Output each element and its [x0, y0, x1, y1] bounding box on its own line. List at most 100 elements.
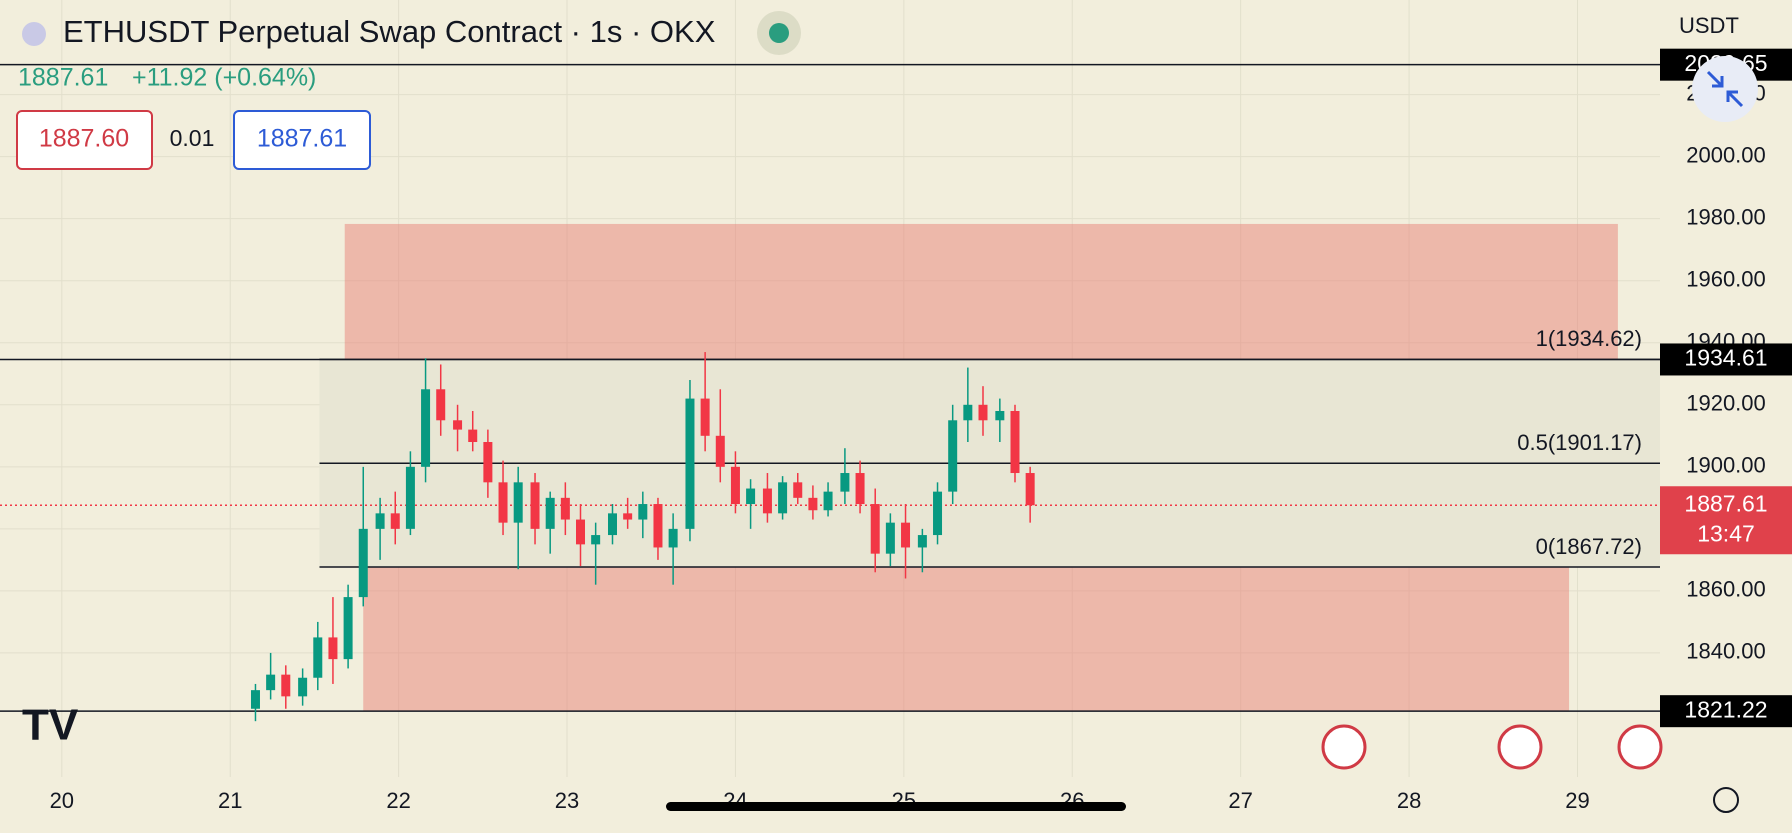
candle-body	[560, 497, 570, 520]
candle-body	[715, 435, 725, 467]
candle-body	[1010, 410, 1020, 474]
candle-body	[608, 513, 618, 536]
candle-body	[298, 677, 308, 697]
candle-body	[328, 637, 338, 660]
candle-body	[870, 504, 880, 554]
candle-body	[313, 637, 323, 678]
price-tag-label: 1887.61	[1684, 490, 1767, 516]
candle-body	[266, 674, 276, 691]
candle-body	[685, 398, 695, 529]
candle-body	[343, 597, 353, 660]
candle-body	[700, 398, 710, 436]
candle-body	[762, 488, 772, 514]
y-tick-label: 2000.00	[1686, 142, 1766, 167]
candle-body	[468, 429, 478, 443]
y-tick-label: 1860.00	[1686, 577, 1766, 602]
x-tick-label: 23	[555, 788, 579, 813]
spread: 0.01	[170, 125, 215, 151]
collapse-button[interactable]	[1692, 56, 1758, 122]
candle-body	[995, 410, 1005, 421]
overlay: ETHUSDT Perpetual Swap Contract · 1s · O…	[16, 11, 1758, 813]
candle-body	[576, 519, 586, 545]
candle-body	[948, 420, 958, 492]
price-tag-label: 1821.22	[1684, 696, 1767, 722]
countdown: 13:47	[1697, 520, 1755, 546]
logo: TV	[22, 701, 79, 750]
candle-body	[901, 522, 911, 548]
candle-body	[498, 482, 508, 523]
zone	[344, 223, 1618, 360]
candle-body	[483, 442, 493, 483]
price-change: +11.92 (+0.64%)	[132, 64, 316, 92]
x-tick-label: 22	[386, 788, 410, 813]
y-tick-label: 1960.00	[1686, 267, 1766, 292]
candle-body	[436, 389, 446, 421]
home-indicator	[666, 802, 1126, 811]
plot: 1840.001860.001880.001900.001920.001940.…	[0, 0, 1792, 813]
candle-body	[653, 504, 663, 548]
bid-button[interactable]	[16, 110, 153, 170]
candle-body	[421, 389, 431, 467]
collapse-icon	[1706, 70, 1744, 108]
price-tag-label: 1934.61	[1684, 345, 1767, 371]
candle-body	[530, 482, 540, 529]
candle-body	[453, 420, 463, 430]
y-tick-label: 1920.00	[1686, 391, 1766, 416]
candle-body	[885, 522, 895, 554]
x-tick-label: 20	[50, 788, 74, 813]
fib-label: 0(1867.72)	[1536, 534, 1642, 559]
candle-body	[623, 513, 633, 520]
candle-body	[917, 535, 927, 548]
candle-body	[808, 497, 818, 511]
candle-body	[793, 482, 803, 498]
ask-price: 1887.61	[257, 125, 347, 153]
candle-body	[668, 528, 678, 548]
candle-body	[823, 491, 833, 511]
settings-button[interactable]	[1713, 787, 1739, 813]
candle-body	[281, 674, 291, 697]
candle-body	[778, 482, 788, 514]
ask-button[interactable]	[233, 110, 371, 170]
last-price: 1887.61	[18, 64, 108, 92]
y-tick-label: 1900.00	[1686, 453, 1766, 478]
candle-body	[933, 491, 943, 536]
currency-select[interactable]: USDT	[1679, 13, 1739, 38]
candle-body	[405, 466, 415, 529]
bid-price: 1887.60	[39, 125, 129, 153]
coin-icon	[22, 22, 46, 46]
candle-body	[730, 466, 740, 505]
zone	[363, 566, 1570, 712]
candle-body	[513, 482, 523, 523]
candle-body	[250, 690, 260, 709]
y-tick-label: 1840.00	[1686, 639, 1766, 664]
candle-body	[963, 404, 973, 421]
candle-body	[840, 473, 850, 492]
price-tag	[1660, 486, 1792, 555]
price-tag	[1660, 695, 1792, 728]
x-tick-label: 28	[1397, 788, 1421, 813]
candle-body	[358, 528, 368, 598]
x-tick-label: 21	[218, 788, 242, 813]
candle-body	[855, 473, 865, 505]
candle-body	[1025, 473, 1035, 506]
candle-body	[978, 404, 988, 421]
event-flag[interactable]	[1617, 724, 1663, 770]
x-tick-label: 29	[1565, 788, 1589, 813]
candle-body	[591, 535, 601, 545]
title: ETHUSDT Perpetual Swap Contract · 1s · O…	[63, 14, 716, 49]
candle-body	[746, 488, 756, 505]
fib-label: 1(1934.62)	[1536, 326, 1642, 351]
candle-body	[375, 513, 385, 529]
candle-body	[390, 513, 400, 529]
fib-label: 0.5(1901.17)	[1517, 430, 1642, 455]
x-tick-label: 27	[1228, 788, 1252, 813]
price-tag	[1660, 343, 1792, 376]
candle-body	[545, 497, 555, 529]
event-flag[interactable]	[1497, 724, 1543, 770]
event-flag[interactable]	[1321, 724, 1367, 770]
candle-body	[638, 504, 648, 520]
y-tick-label: 1980.00	[1686, 204, 1766, 229]
status-dot	[769, 23, 789, 43]
